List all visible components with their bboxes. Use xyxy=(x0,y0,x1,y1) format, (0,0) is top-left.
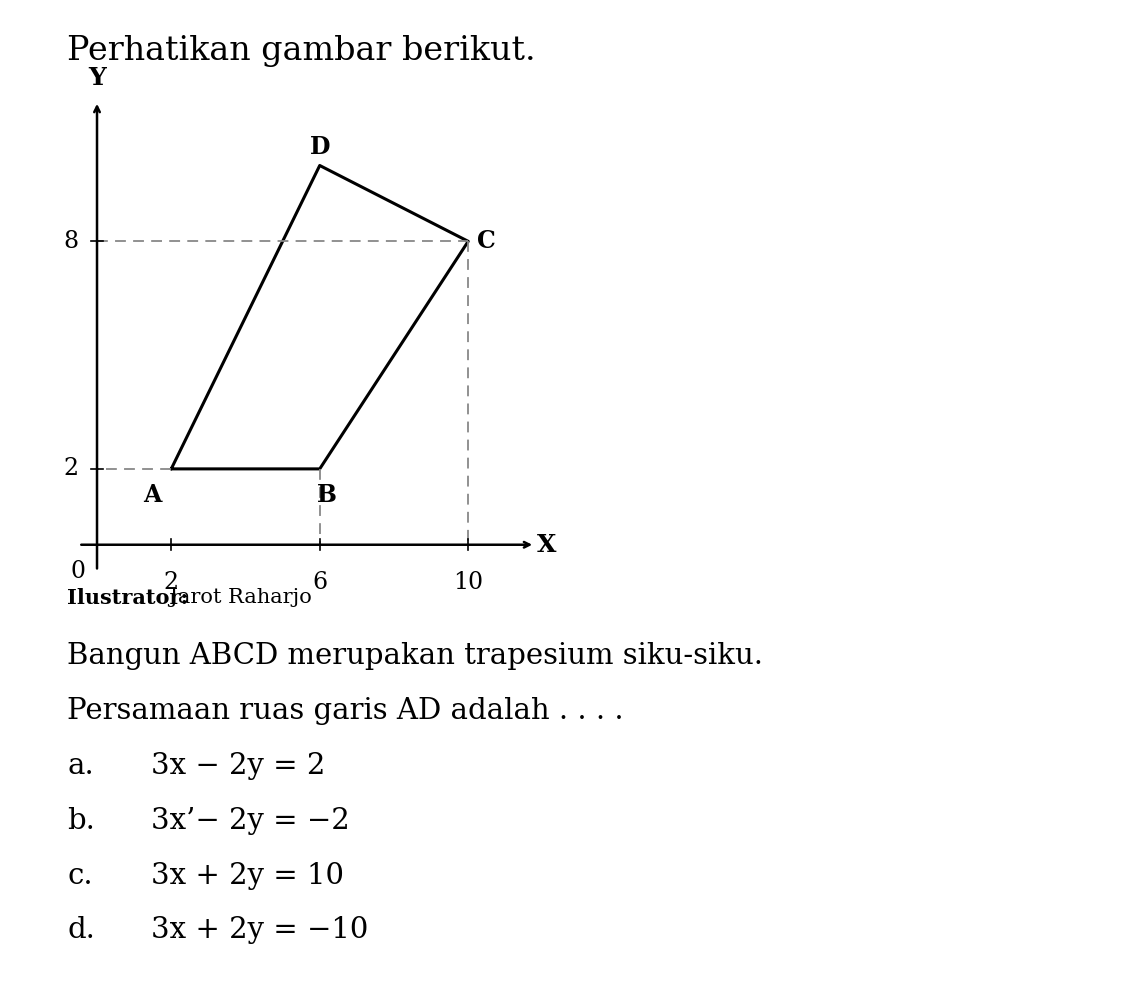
Text: 3x + 2y = 10: 3x + 2y = 10 xyxy=(151,862,344,889)
Text: 3x − 2y = 2: 3x − 2y = 2 xyxy=(151,752,325,780)
Text: Ilustrator:: Ilustrator: xyxy=(67,588,188,608)
Text: X: X xyxy=(536,533,555,557)
Text: Persamaan ruas garis AD adalah . . . .: Persamaan ruas garis AD adalah . . . . xyxy=(67,697,624,725)
Text: Y: Y xyxy=(89,66,105,90)
Text: 2: 2 xyxy=(164,572,178,595)
Text: 2: 2 xyxy=(63,457,79,480)
Text: D: D xyxy=(310,134,330,158)
Text: a.: a. xyxy=(67,752,94,780)
Text: Jarot Raharjo: Jarot Raharjo xyxy=(163,588,312,607)
Text: 0: 0 xyxy=(71,560,86,583)
Text: Bangun ABCD merupakan trapesium siku-siku.: Bangun ABCD merupakan trapesium siku-sik… xyxy=(67,642,763,670)
Text: d.: d. xyxy=(67,916,95,944)
Text: C: C xyxy=(477,229,496,253)
Text: A: A xyxy=(144,483,162,507)
Text: 3x’− 2y = −2: 3x’− 2y = −2 xyxy=(151,807,350,835)
Text: Perhatikan gambar berikut.: Perhatikan gambar berikut. xyxy=(67,35,536,67)
Text: c.: c. xyxy=(67,862,93,889)
Text: B: B xyxy=(318,483,337,507)
Text: 6: 6 xyxy=(312,572,328,595)
Text: b.: b. xyxy=(67,807,95,835)
Text: 10: 10 xyxy=(453,572,484,595)
Text: 3x + 2y = −10: 3x + 2y = −10 xyxy=(151,916,369,944)
Text: 8: 8 xyxy=(63,230,79,253)
